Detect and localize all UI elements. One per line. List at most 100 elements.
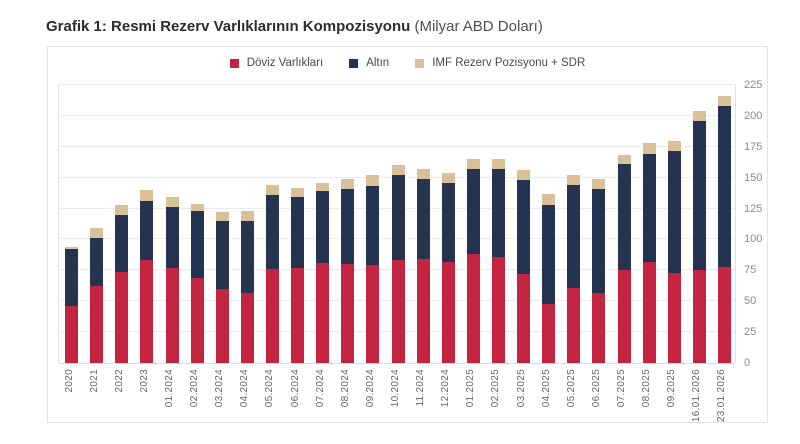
bar-segment-1-12.2024 xyxy=(441,182,455,262)
bar-segment-2-2022 xyxy=(115,204,129,215)
x-tick-01.2025: 01.2025 xyxy=(465,369,477,408)
bar-segment-2-23.01.2026 xyxy=(717,96,731,107)
plot-area xyxy=(58,84,736,364)
bar-06.2024 xyxy=(291,187,305,363)
bar-segment-1-08.2025 xyxy=(642,154,656,262)
gridline-200 xyxy=(59,114,735,116)
bar-segment-1-01.2024 xyxy=(165,207,179,268)
x-tick-12.2024: 12.2024 xyxy=(440,369,452,408)
bar-10.2024 xyxy=(391,165,405,363)
bar-segment-2-07.2025 xyxy=(617,155,631,165)
bar-05.2024 xyxy=(265,185,279,363)
bar-segment-2-04.2025 xyxy=(542,193,556,205)
x-tick-2023: 2023 xyxy=(138,369,150,393)
bar-08.2024 xyxy=(341,178,355,363)
x-tick-03.2025: 03.2025 xyxy=(515,369,527,408)
x-tick-01.2024: 01.2024 xyxy=(164,369,175,408)
bar-23.01.2026 xyxy=(717,96,731,363)
y-tick-225: 225 xyxy=(744,79,763,91)
bar-segment-0-08.2024 xyxy=(341,264,355,363)
bar-segment-1-04.2024 xyxy=(240,220,254,293)
bar-segment-0-16.01.2026 xyxy=(692,270,706,363)
y-tick-75: 75 xyxy=(744,264,757,277)
bar-03.2025 xyxy=(517,170,531,363)
y-tick-25: 25 xyxy=(744,326,757,339)
bar-07.2025 xyxy=(617,155,631,363)
chart-title-unit: (Milyar ABD Doları) xyxy=(414,18,543,35)
x-tick-07.2024: 07.2024 xyxy=(314,369,326,408)
bar-segment-1-06.2025 xyxy=(592,188,606,293)
bar-04.2025 xyxy=(542,193,556,363)
bar-segment-0-05.2025 xyxy=(567,287,581,363)
bar-segment-2-08.2025 xyxy=(642,143,656,155)
bar-segment-2-04.2024 xyxy=(240,211,254,221)
bar-segment-1-07.2024 xyxy=(316,191,330,263)
bar-2021 xyxy=(90,228,104,363)
x-tick-2020: 2020 xyxy=(63,369,75,393)
bar-segment-2-10.2024 xyxy=(391,165,405,176)
bar-segment-0-2023 xyxy=(140,260,154,363)
bar-segment-0-02.2025 xyxy=(491,256,505,363)
bar-segment-1-2023 xyxy=(140,201,154,261)
x-tick-03.2024: 03.2024 xyxy=(214,369,226,408)
bar-segment-1-03.2024 xyxy=(215,220,229,289)
bar-segment-0-2022 xyxy=(115,271,129,363)
bar-segment-2-02.2024 xyxy=(190,203,204,212)
bar-segment-0-08.2025 xyxy=(642,261,656,363)
bar-segment-1-06.2024 xyxy=(291,197,305,268)
bar-segment-0-11.2024 xyxy=(416,259,430,363)
bar-11.2024 xyxy=(416,169,430,363)
bar-segment-1-07.2025 xyxy=(617,164,631,271)
bar-segment-0-2021 xyxy=(90,286,104,363)
x-tick-06.2024: 06.2024 xyxy=(289,369,301,408)
bar-segment-1-04.2025 xyxy=(542,204,556,304)
bar-segment-0-07.2025 xyxy=(617,270,631,363)
legend-item-0: Döviz Varlıkları xyxy=(229,57,324,69)
bar-segment-0-12.2024 xyxy=(441,261,455,363)
x-tick-09.2025: 09.2025 xyxy=(666,369,678,408)
x-tick-05.2025: 05.2025 xyxy=(565,369,577,408)
bar-09.2024 xyxy=(366,175,380,363)
bar-segment-0-23.01.2026 xyxy=(717,266,731,363)
bar-segment-2-2021 xyxy=(90,228,104,239)
bar-01.2024 xyxy=(165,197,179,363)
x-tick-04.2025: 04.2025 xyxy=(540,369,552,408)
bar-2022 xyxy=(115,204,129,363)
bar-segment-2-07.2024 xyxy=(316,182,330,192)
bar-segment-0-05.2024 xyxy=(265,269,279,363)
bar-segment-2-05.2024 xyxy=(265,185,279,195)
x-tick-02.2024: 02.2024 xyxy=(189,369,201,408)
legend-label: Döviz Varlıkları xyxy=(246,57,324,69)
legend-swatch-icon xyxy=(229,58,239,68)
bar-06.2025 xyxy=(592,178,606,363)
legend-label: IMF Rezerv Pozisyonu + SDR xyxy=(432,57,586,69)
bar-01.2025 xyxy=(466,159,480,363)
bar-segment-2-01.2024 xyxy=(165,197,179,208)
bar-segment-1-2022 xyxy=(115,214,129,272)
bar-segment-1-03.2025 xyxy=(517,180,531,275)
y-tick-0: 0 xyxy=(744,357,751,369)
bar-segment-0-06.2024 xyxy=(291,267,305,363)
bar-2023 xyxy=(140,190,154,363)
bar-12.2024 xyxy=(441,172,455,363)
gridline-0 xyxy=(59,363,735,364)
bar-2020 xyxy=(65,246,79,363)
legend-item-1: Altın xyxy=(349,57,389,69)
x-tick-11.2024: 11.2024 xyxy=(415,369,427,407)
bar-16.01.2026 xyxy=(692,110,706,363)
bar-segment-2-09.2024 xyxy=(366,175,380,187)
x-tick-07.2025: 07.2025 xyxy=(616,369,627,408)
bar-segment-1-02.2024 xyxy=(190,211,204,278)
legend-label: Altın xyxy=(366,57,390,69)
bar-segment-0-04.2024 xyxy=(240,292,254,363)
bar-segment-0-02.2024 xyxy=(190,277,204,363)
chart-title-main: Grafik 1: Resmi Rezerv Varlıklarının Kom… xyxy=(46,18,411,35)
bar-segment-0-06.2025 xyxy=(592,292,606,363)
bar-segment-2-06.2024 xyxy=(291,187,305,198)
bar-segment-1-16.01.2026 xyxy=(692,120,706,271)
bar-08.2025 xyxy=(642,143,656,363)
bar-segment-1-10.2024 xyxy=(391,175,405,261)
bar-segment-0-09.2025 xyxy=(667,272,681,363)
bar-segment-0-01.2025 xyxy=(466,254,480,363)
